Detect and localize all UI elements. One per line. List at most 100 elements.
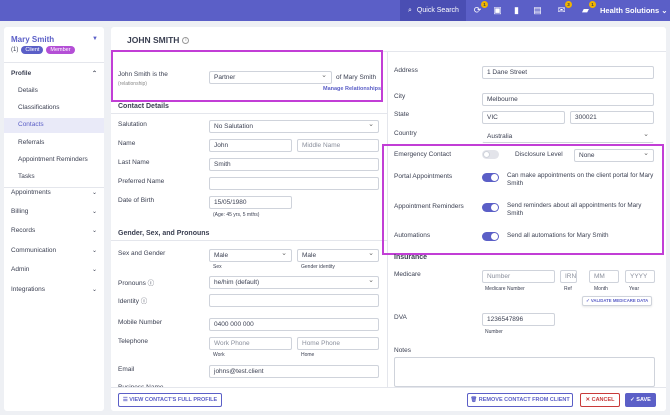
appointment-reminders-label: Appointment Reminders — [394, 203, 464, 210]
relationship-label: John Smith is the — [118, 71, 168, 78]
postcode-input[interactable]: 300021 — [570, 111, 654, 124]
sidebar-item-communication[interactable]: Communication ⌄ — [4, 244, 104, 258]
sidebar-item-label: Admin — [11, 266, 30, 273]
client-name[interactable]: Mary Smith — [11, 35, 55, 44]
sex-caption: Sex — [213, 264, 222, 270]
info-icon[interactable]: ⓘ — [147, 280, 155, 287]
sidebar-item-appointment-reminders[interactable]: Appointment Reminders — [4, 153, 104, 167]
relationship-select[interactable]: Partner — [209, 71, 332, 84]
message-badge: 1 — [589, 1, 596, 8]
email-label: Email — [118, 366, 135, 373]
contact-name: JOHN SMITH — [127, 35, 180, 45]
city-label: City — [394, 93, 406, 100]
dva-caption: Number — [485, 329, 503, 335]
disclosure-level-select[interactable]: None — [574, 149, 654, 162]
divider — [111, 113, 387, 114]
work-phone-input[interactable]: Work Phone — [209, 337, 292, 350]
org-switcher[interactable]: Health Solutions ⌄ — [600, 0, 668, 21]
name-label: Name — [118, 140, 136, 147]
validate-medicare-button[interactable]: ✓ VALIDATE MEDICARE DATA — [582, 296, 653, 306]
org-name: Health Solutions — [600, 6, 660, 15]
chevron-down-icon: ⌄ — [91, 228, 97, 234]
mobile-label: Mobile Number — [118, 319, 163, 326]
emergency-contact-toggle[interactable] — [482, 150, 499, 159]
sidebar-item-tasks[interactable]: Tasks — [4, 170, 104, 184]
country-select[interactable]: Australia — [482, 130, 654, 143]
portal-appointments-toggle[interactable] — [482, 173, 499, 182]
info-icon[interactable]: ⓘ — [140, 298, 148, 305]
clipboard-icon[interactable]: ▤ — [533, 5, 542, 15]
medicare-month-input[interactable]: MM — [589, 270, 619, 283]
chevron-down-icon: ⌄ — [91, 190, 97, 196]
address-input[interactable]: 1 Dane Street — [482, 66, 654, 79]
sidebar-item-classifications[interactable]: Classifications — [4, 101, 104, 115]
cancel-button[interactable]: ✕ CANCEL — [580, 393, 620, 407]
sex-gender-label: Sex and Gender — [118, 250, 166, 257]
irn-input[interactable]: IRN — [560, 270, 577, 283]
dva-input[interactable]: 1236547896 — [482, 313, 555, 326]
toggle-knob — [491, 174, 498, 181]
sidebar-item-integrations[interactable]: Integrations ⌄ — [4, 283, 104, 297]
middle-name-input[interactable]: Middle Name — [297, 139, 379, 152]
sync-icon[interactable]: ⟳ 1 — [472, 1, 488, 16]
mobile-input[interactable]: 0400 000 000 — [209, 318, 379, 331]
manage-relationships-link[interactable]: Manage Relationships — [323, 86, 382, 92]
appointment-reminders-toggle[interactable] — [482, 203, 499, 212]
age-caption: (Age: 45 yrs, 5 mths) — [213, 212, 260, 218]
quick-search-button[interactable]: ⌕ Quick Search — [400, 0, 466, 21]
salutation-select[interactable]: No Salutation — [209, 120, 379, 133]
last-name-label: Last Name — [118, 159, 150, 166]
notes-label: Notes — [394, 347, 411, 354]
info-icon[interactable]: i — [182, 37, 190, 45]
save-button[interactable]: ✓ SAVE — [625, 393, 656, 407]
ref-caption: Ref — [564, 286, 572, 292]
bookmark-icon[interactable]: ▮ — [514, 5, 519, 15]
chevron-up-icon: ⌃ — [91, 71, 97, 77]
pronouns-label: Pronouns ⓘ — [118, 277, 154, 287]
divider — [4, 62, 104, 63]
chevron-down-icon: ⌄ — [91, 248, 97, 254]
contact-card-icon[interactable]: ▣ — [493, 5, 502, 15]
sidebar-item-label: Appointment Reminders — [18, 156, 88, 163]
notes-textarea[interactable] — [394, 357, 655, 387]
sidebar-item-profile[interactable]: Profile ⌃ — [4, 67, 104, 81]
medicare-number-input[interactable]: Number — [482, 270, 555, 283]
sidebar-item-details[interactable]: Details — [4, 84, 104, 98]
home-phone-input[interactable]: Home Phone — [297, 337, 379, 350]
gender-heading: Gender, Sex, and Pronouns — [118, 230, 210, 237]
identity-input[interactable] — [209, 294, 379, 307]
sidebar-item-referrals[interactable]: Referrals — [4, 136, 104, 150]
gender-identity-select[interactable]: Male — [297, 249, 379, 262]
state-input[interactable]: VIC — [482, 111, 565, 124]
sidebar-item-label: Classifications — [18, 104, 60, 111]
notification-icon[interactable]: ✉ 3 — [556, 1, 572, 16]
relationship-value: Partner — [214, 74, 236, 81]
dob-input[interactable]: 15/05/1980 — [209, 196, 292, 209]
sync-badge: 1 — [481, 1, 488, 8]
automations-label: Automations — [394, 232, 431, 239]
last-name-input[interactable]: Smith — [209, 158, 379, 171]
preferred-name-input[interactable] — [209, 177, 379, 190]
view-full-profile-button[interactable]: ☰ VIEW CONTACT'S FULL PROFILE — [118, 393, 222, 407]
chevron-down-icon: ⌄ — [661, 6, 668, 15]
client-tags: (1) Client Member — [11, 46, 75, 54]
sidebar-item-contacts[interactable]: Contacts — [4, 118, 104, 133]
chevron-down-icon[interactable]: ▼ — [92, 36, 98, 42]
message-icon[interactable]: ▰ 1 — [580, 1, 596, 16]
sidebar-item-billing[interactable]: Billing ⌄ — [4, 205, 104, 219]
contact-panel: JOHN SMITH i John Smith is the (relations… — [111, 27, 666, 411]
pronouns-select[interactable]: he/him (default) — [209, 276, 379, 289]
city-input[interactable]: Melbourne — [482, 93, 654, 106]
sidebar-item-records[interactable]: Records ⌄ — [4, 224, 104, 238]
sidebar-item-admin[interactable]: Admin ⌄ — [4, 263, 104, 277]
search-icon: ⌕ — [408, 6, 412, 14]
first-name-input[interactable]: John — [209, 139, 292, 152]
sidebar-item-appointments[interactable]: Appointments ⌄ — [4, 186, 104, 200]
sex-select[interactable]: Male — [209, 249, 292, 262]
remove-contact-button[interactable]: 🗑 REMOVE CONTACT FROM CLIENT — [467, 393, 573, 407]
disclosure-level-value: None — [579, 152, 595, 159]
automations-toggle[interactable] — [482, 232, 499, 241]
email-input[interactable]: johns@test.client — [209, 365, 379, 378]
medicare-year-input[interactable]: YYYY — [625, 270, 655, 283]
settings-highlight — [382, 144, 664, 255]
